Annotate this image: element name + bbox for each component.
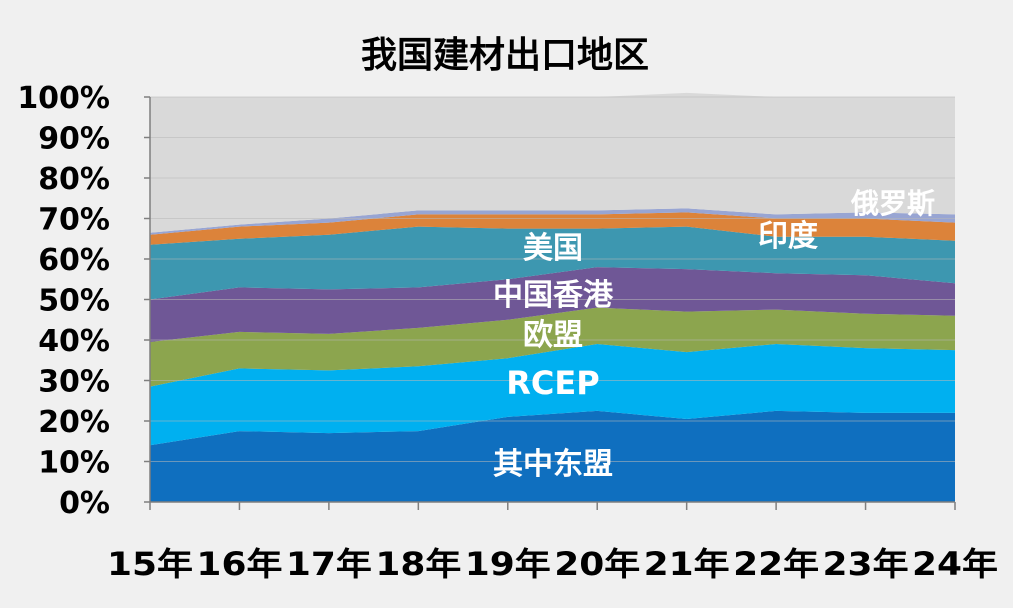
x-tick-label: 18年 — [375, 545, 461, 583]
x-tick-label: 16年 — [196, 545, 282, 583]
area-series-4 — [150, 267, 955, 342]
y-tick-label: 20% — [38, 405, 110, 440]
y-tick-label: 0% — [59, 486, 110, 521]
x-tick-label: 20年 — [554, 545, 640, 583]
x-tick-label: 23年 — [823, 545, 909, 583]
y-tick-label: 100% — [17, 81, 110, 116]
y-tick-label: 50% — [38, 284, 110, 319]
area-series-8 — [150, 92, 955, 233]
y-tick-label: 80% — [38, 162, 110, 197]
area-series-3 — [150, 307, 955, 387]
x-tick-label: 19年 — [465, 545, 551, 583]
series-label-5: 美国 — [523, 231, 583, 266]
series-label-2: RCEP — [506, 364, 599, 402]
x-tick-label: 22年 — [733, 545, 819, 583]
area-series-5 — [150, 226, 955, 300]
area-series-7 — [150, 208, 955, 235]
x-tick-label: 15年 — [107, 545, 193, 583]
plot-area: 0%10%20%30%40%50%60%70%80%90%100%15年 16年 1… — [17, 81, 998, 583]
series-label-1: 其中东盟 — [493, 447, 613, 482]
y-tick-label: 10% — [38, 446, 110, 481]
x-tick-label: 21年 — [644, 545, 730, 583]
x-tick-label: 24年 — [912, 545, 998, 583]
x-tick-label: 17年 — [286, 545, 372, 583]
y-tick-label: 70% — [38, 203, 110, 238]
series-label-7: 俄罗斯 — [850, 187, 935, 220]
y-tick-label: 30% — [38, 365, 110, 400]
area-series-1 — [150, 410, 955, 502]
y-tick-label: 90% — [38, 122, 110, 157]
y-tick-label: 60% — [38, 243, 110, 278]
y-tick-label: 40% — [38, 324, 110, 359]
series-label-6: 印度 — [758, 219, 818, 254]
chart-title: 我国建材出口地区 — [361, 35, 649, 76]
series-label-3: 欧盟 — [523, 318, 583, 353]
area-series-6 — [150, 212, 955, 245]
area-series-2 — [150, 344, 955, 446]
series-label-4: 中国香港 — [493, 278, 614, 313]
